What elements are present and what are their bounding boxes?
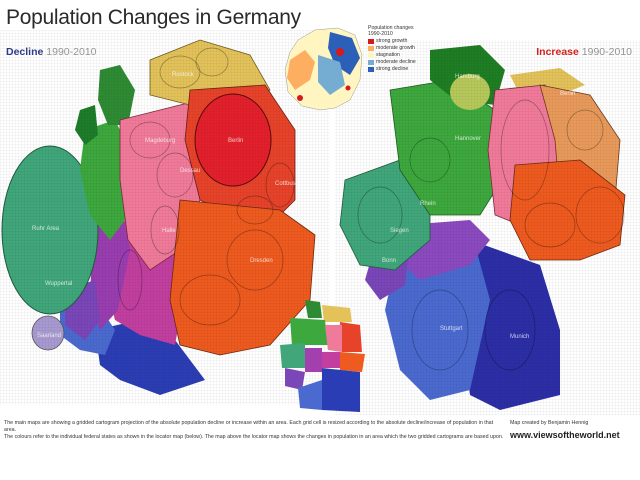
footer-line2: The colours refer to the individual fede…: [4, 433, 504, 440]
locator-saxony-anhalt: [325, 325, 342, 352]
left-city-label: Ruhr Area: [32, 226, 60, 232]
left-city-label: Saarland: [37, 333, 61, 339]
legend-title-line2: 1990-2010: [368, 30, 393, 37]
right-city-label: Siegen: [390, 228, 409, 234]
left-city-label: Rostock: [172, 72, 195, 78]
population-legend: Population changes 1990-2010 strong grow…: [368, 25, 438, 73]
credit-author: Map created by Benjamin Hennig: [510, 420, 589, 426]
footer-description: The main maps are showing a gridded cart…: [4, 420, 504, 441]
locator-mecklenburg: [322, 305, 352, 322]
change-locator-map: [284, 27, 363, 111]
change-map-strong-growth: [336, 48, 344, 56]
left-city-label: Schwerin: [132, 101, 157, 107]
legend-label: stagnation: [376, 51, 400, 58]
legend-item: moderate growth: [368, 44, 438, 52]
locator-baden: [298, 380, 322, 410]
locator-lower-saxony: [290, 318, 328, 345]
right-city-label: Berlin: [560, 91, 575, 97]
left-grid-overlay: [0, 30, 330, 405]
right-city-label: Bonn: [382, 258, 396, 264]
locator-schleswig: [305, 300, 322, 318]
increase-cartogram: [335, 40, 640, 415]
locator-nrw: [280, 343, 305, 368]
locator-rhineland: [285, 368, 305, 390]
legend-item: strong growth: [368, 37, 438, 45]
left-city-label: Wuppertal: [45, 281, 72, 287]
legend-swatch: [368, 60, 374, 66]
change-map-growth: [287, 50, 315, 90]
right-city-label: Rhein: [420, 201, 436, 207]
right-city-label: Hannover: [455, 136, 481, 142]
right-grid-overlay: [335, 40, 640, 415]
change-map-moderate-decline: [318, 55, 345, 95]
legend-item: strong decline: [368, 65, 438, 73]
left-city-label: Berlin: [228, 138, 243, 144]
footer-line1: The main maps are showing a gridded cart…: [4, 420, 494, 433]
left-city-label: Magdeburg: [145, 138, 175, 144]
legend-title-line1: Population changes: [368, 25, 414, 31]
right-city-labels: Hamburg Berlin Hannover Rhein Siegen Bonn Muni…: [382, 74, 575, 340]
locator-saxony: [340, 352, 365, 372]
website-url[interactable]: www.viewsoftheworld.net: [510, 430, 620, 440]
page-title: Population Changes in Germany: [6, 6, 301, 29]
legend-item: moderate decline: [368, 58, 438, 66]
legend-items: strong growth moderate growth stagnation mo…: [368, 37, 438, 73]
right-cell-outlines: [357, 99, 625, 371]
left-city-label: Halle: [162, 228, 176, 234]
states-locator-map: [280, 300, 365, 412]
left-cell-outlines: [117, 47, 295, 326]
legend-swatch: [368, 46, 374, 52]
locator-thuringia: [322, 352, 340, 368]
left-city-label: Dessau: [180, 168, 200, 174]
left-city-label: Dresden: [250, 258, 273, 264]
left-city-label: Cottbus: [275, 181, 296, 187]
legend-label: strong growth: [376, 37, 408, 44]
legend-swatch: [368, 39, 374, 45]
locator-brandenburg: [340, 322, 362, 352]
legend-swatch: [368, 67, 374, 73]
legend-swatch: [368, 53, 374, 59]
change-map-strong-growth-2: [297, 95, 303, 101]
legend-label: moderate decline: [376, 58, 416, 65]
left-city-labels: Rostock Schwerin Berlin Magdeburg Dessau Cott…: [32, 72, 296, 339]
locator-hesse: [305, 348, 322, 372]
right-city-label: Hamburg: [455, 74, 480, 80]
decline-cartogram: [0, 30, 330, 405]
legend-label: moderate growth: [376, 44, 415, 51]
right-city-label: Munich: [510, 334, 529, 340]
legend-title: Population changes 1990-2010: [368, 25, 438, 38]
right-city-label: Stuttgart: [440, 326, 463, 332]
legend-label: strong decline: [376, 65, 409, 72]
credit-block: Map created by Benjamin Hennig www.views…: [510, 420, 630, 440]
legend-item: stagnation: [368, 51, 438, 59]
locator-bavaria: [322, 368, 360, 412]
change-map-strong-growth-3: [345, 85, 351, 91]
